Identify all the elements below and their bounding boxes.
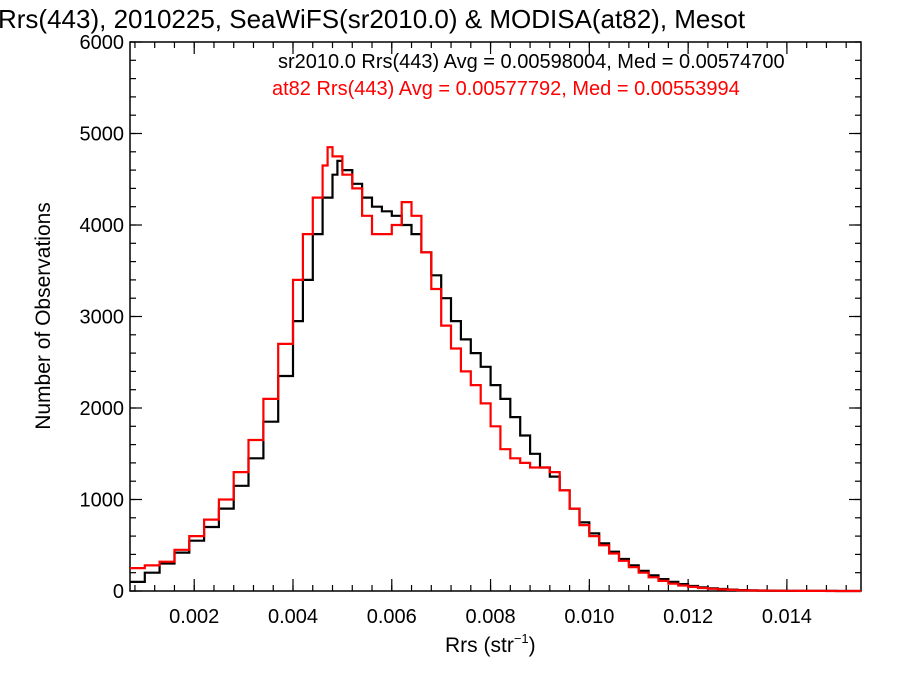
x-axis-label-close: )	[529, 634, 536, 657]
x-tick-label: 0.002	[169, 606, 219, 628]
x-tick-label: 0.012	[663, 606, 713, 628]
y-axis-label: Number of Observations	[32, 202, 55, 430]
plot-frame	[129, 41, 862, 592]
y-tick-label: 3000	[80, 307, 125, 329]
legend: sr2010.0 Rrs(443) Avg = 0.00598004, Med …	[272, 51, 785, 100]
x-axis-label-sup: −1	[514, 631, 529, 646]
x-tick-label: 0.004	[268, 606, 318, 628]
plot-area	[129, 41, 862, 592]
legend-entry-at82: at82 Rrs(443) Avg = 0.00577792, Med = 0.…	[272, 78, 740, 100]
legend-entry-sr2010: sr2010.0 Rrs(443) Avg = 0.00598004, Med …	[278, 51, 785, 73]
x-tick-label: 0.014	[762, 606, 812, 628]
y-tick-label: 1000	[80, 490, 125, 512]
x-tick-label: 0.006	[367, 606, 417, 628]
tick-labels: 0.002 0.004 0.006 0.008 0.010 0.012 0.014 0 1000…	[80, 32, 812, 628]
series-sr2010-line	[130, 159, 861, 593]
x-tick-label: 0.010	[564, 606, 614, 628]
series-group	[130, 146, 861, 593]
y-tick-label: 6000	[80, 32, 125, 54]
y-tick-label: 0	[113, 581, 124, 603]
tick-marks	[130, 41, 861, 592]
series-at82-line	[130, 146, 861, 593]
x-axis-label: Rrs (str−1)	[445, 631, 536, 657]
chart-title: Rrs(443), 2010225, SeaWiFS(sr2010.0) & M…	[0, 4, 746, 34]
y-tick-label: 5000	[80, 124, 125, 146]
x-axis-label-main: Rrs (str	[445, 634, 514, 657]
y-tick-label: 2000	[80, 398, 125, 420]
x-tick-label: 0.008	[466, 606, 516, 628]
y-tick-label: 4000	[80, 215, 125, 237]
